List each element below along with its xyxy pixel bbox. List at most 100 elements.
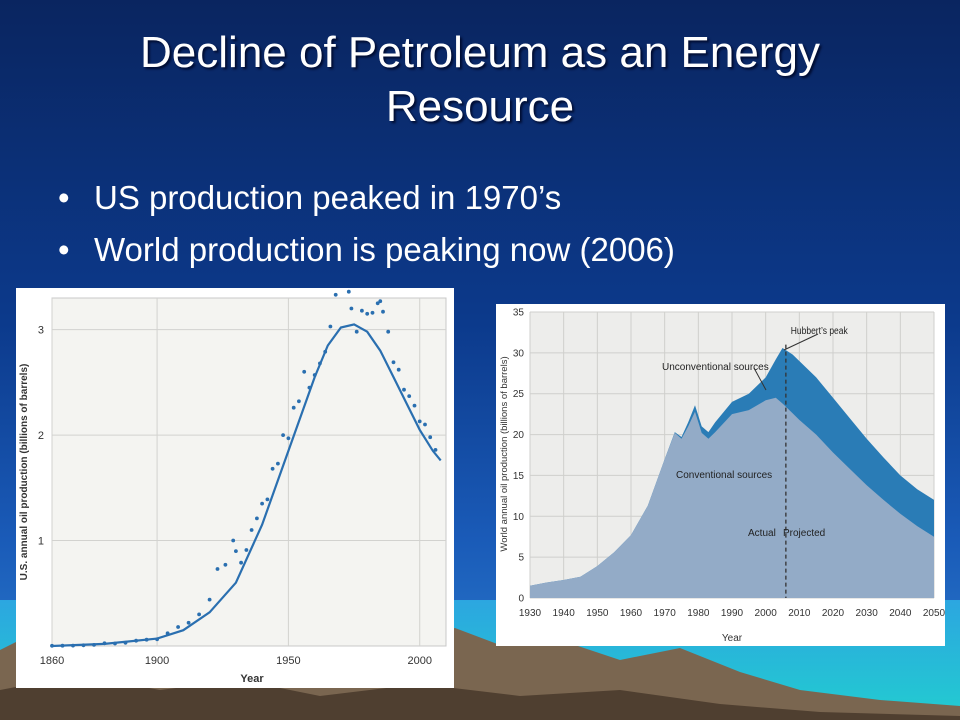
world-y-tick-label: 20 [513,430,525,441]
us-data-point [249,528,254,532]
us-data-point [428,435,433,440]
world-production-chart-panel: 1930 1940 1950 1960 1970 1980 1990 2000 2010 2020… [496,304,946,646]
slide-title: Decline of Petroleum as an Energy Resour… [40,26,920,134]
world-x-tick-label: 1940 [553,608,576,619]
us-data-point [328,324,333,329]
us-production-chart-panel: 1860 1900 1950 2000 1 2 3 Year U.S. annual oi… [16,272,454,688]
us-production-chart: 1860 1900 1950 2000 1 2 3 Year U.S. annual oi… [19,272,447,685]
us-data-point [318,361,322,366]
us-data-point [307,385,312,390]
annotation-hubberts-peak: Hubbert’s peak [791,325,848,336]
us-data-point [60,643,65,648]
us-data-point [92,643,96,647]
us-data-point [286,436,291,441]
us-chart-x-ticks: 1860 1900 1950 2000 [40,655,432,667]
hubberts-peak-leader [783,333,819,351]
us-data-point [360,308,364,313]
us-x-tick-label: 1900 [145,655,169,667]
world-y-tick-label: 25 [513,389,525,400]
us-data-point [176,625,181,629]
world-x-tick-label: 1960 [620,608,643,619]
us-data-point [433,448,438,452]
us-data-point [186,620,191,625]
us-fitted-curve [51,323,442,648]
us-data-point [323,349,328,354]
annotation-actual: Actual [748,528,776,539]
us-data-point [260,501,264,506]
bullet-item-us: US production peaked in 1970’s [58,172,675,224]
us-data-point [123,640,128,645]
us-data-point [71,643,75,648]
us-data-point [155,637,160,642]
us-x-tick-label: 1950 [276,655,300,667]
slide-title-line-2: Resource [385,82,575,131]
annotation-conventional-sources: Conventional sources [676,470,772,481]
us-data-point [144,637,149,642]
world-y-tick-label: 15 [513,471,525,482]
us-data-point [375,301,380,306]
us-data-point [270,466,275,471]
world-chart-x-ticks: 1930 1940 1950 1960 1970 1980 1990 2000 2010 2020… [519,608,946,619]
us-chart-grid [51,298,446,646]
us-data-point [402,387,406,392]
world-x-tick-label: 1990 [721,608,744,619]
us-data-point [407,394,412,398]
us-data-point [312,373,317,377]
us-chart-y-axis-label: U.S. annual oil production (billions of … [19,364,30,581]
bullet-list: US production peaked in 1970’s World pro… [58,172,675,276]
us-data-point [302,369,307,374]
us-data-point [276,461,280,466]
us-data-point [291,405,296,410]
us-data-point [239,560,244,565]
world-chart-y-ticks: 0 5 10 15 20 25 30 35 [513,308,525,605]
world-y-tick-label: 30 [513,348,525,359]
world-y-tick-label: 5 [518,553,524,564]
us-data-point [354,329,359,334]
us-data-point [165,631,170,636]
annotation-projected: Projected [783,528,825,539]
world-x-tick-label: 2010 [788,608,811,619]
world-x-tick-label: 1950 [586,608,609,619]
us-data-point [223,562,228,567]
us-data-point [134,638,138,643]
annotation-unconventional-sources: Unconventional sources [662,362,769,373]
world-production-chart: 1930 1940 1950 1960 1970 1980 1990 2000 2010 2020… [499,308,946,645]
us-y-tick-label: 2 [38,430,44,442]
us-data-point [396,367,401,372]
slide-title-line-1: Decline of Petroleum as an Energy [140,28,820,77]
us-data-point [346,289,351,294]
unconventional-sources-leader [753,367,767,391]
world-x-tick-label: 2020 [822,608,845,619]
us-data-point [378,299,383,304]
us-data-point [234,549,238,553]
world-x-tick-label: 1970 [654,608,677,619]
world-y-tick-label: 10 [513,512,525,523]
us-data-point [244,548,249,552]
world-chart-x-axis-label: Year [722,633,743,644]
us-chart-y-ticks: 1 2 3 [38,325,44,548]
us-chart-x-axis-label: Year [240,673,264,685]
us-data-point [215,567,220,571]
us-data-point [381,309,385,314]
us-data-point [113,641,117,646]
world-x-tick-label: 2040 [889,608,912,619]
world-x-tick-label: 1930 [519,608,542,619]
us-x-tick-label: 1860 [40,655,64,667]
world-y-tick-label: 35 [513,308,525,319]
us-y-tick-label: 1 [38,536,44,548]
us-y-tick-label: 3 [38,325,44,337]
us-data-point [370,310,375,315]
us-data-point [333,292,338,297]
us-data-point [50,643,54,648]
us-data-point [265,497,270,502]
us-data-point [197,612,202,617]
world-x-tick-label: 1980 [687,608,710,619]
us-data-point [365,311,370,316]
world-x-tick-label: 2000 [755,608,778,619]
conventional-sources-area [530,397,934,598]
bullet-item-world: World production is peaking now (2006) [58,224,675,276]
world-x-tick-label: 2030 [856,608,879,619]
us-data-point [231,538,236,543]
us-data-point [391,360,396,365]
us-data-point [81,643,86,648]
